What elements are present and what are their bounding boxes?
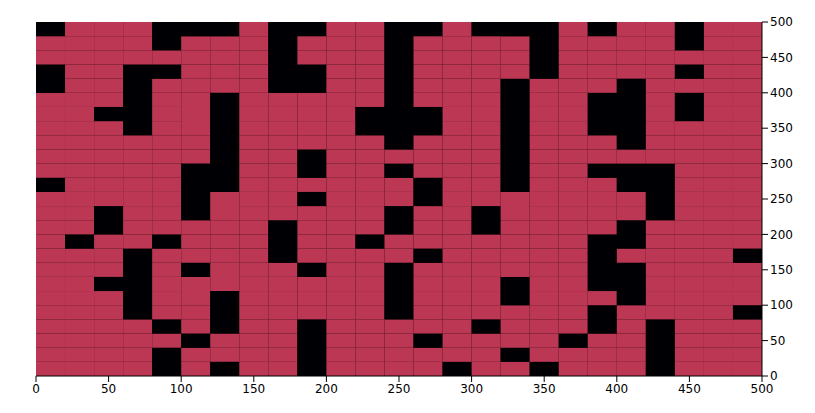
svg-text:150: 150 <box>770 263 793 277</box>
svg-text:350: 350 <box>770 121 793 135</box>
svg-text:50: 50 <box>101 382 116 396</box>
svg-text:100: 100 <box>170 382 193 396</box>
svg-text:0: 0 <box>32 382 40 396</box>
svg-text:400: 400 <box>770 86 793 100</box>
svg-text:450: 450 <box>678 382 701 396</box>
svg-text:100: 100 <box>770 298 793 312</box>
svg-text:50: 50 <box>770 334 785 348</box>
svg-text:450: 450 <box>770 51 793 65</box>
svg-text:200: 200 <box>315 382 338 396</box>
svg-text:250: 250 <box>770 192 793 206</box>
svg-text:300: 300 <box>770 157 793 171</box>
svg-text:350: 350 <box>533 382 556 396</box>
svg-text:500: 500 <box>751 382 774 396</box>
svg-text:0: 0 <box>770 369 778 383</box>
svg-text:250: 250 <box>388 382 411 396</box>
svg-text:200: 200 <box>770 228 793 242</box>
svg-text:500: 500 <box>770 15 793 29</box>
svg-text:150: 150 <box>242 382 265 396</box>
svg-text:300: 300 <box>460 382 483 396</box>
svg-text:400: 400 <box>605 382 628 396</box>
